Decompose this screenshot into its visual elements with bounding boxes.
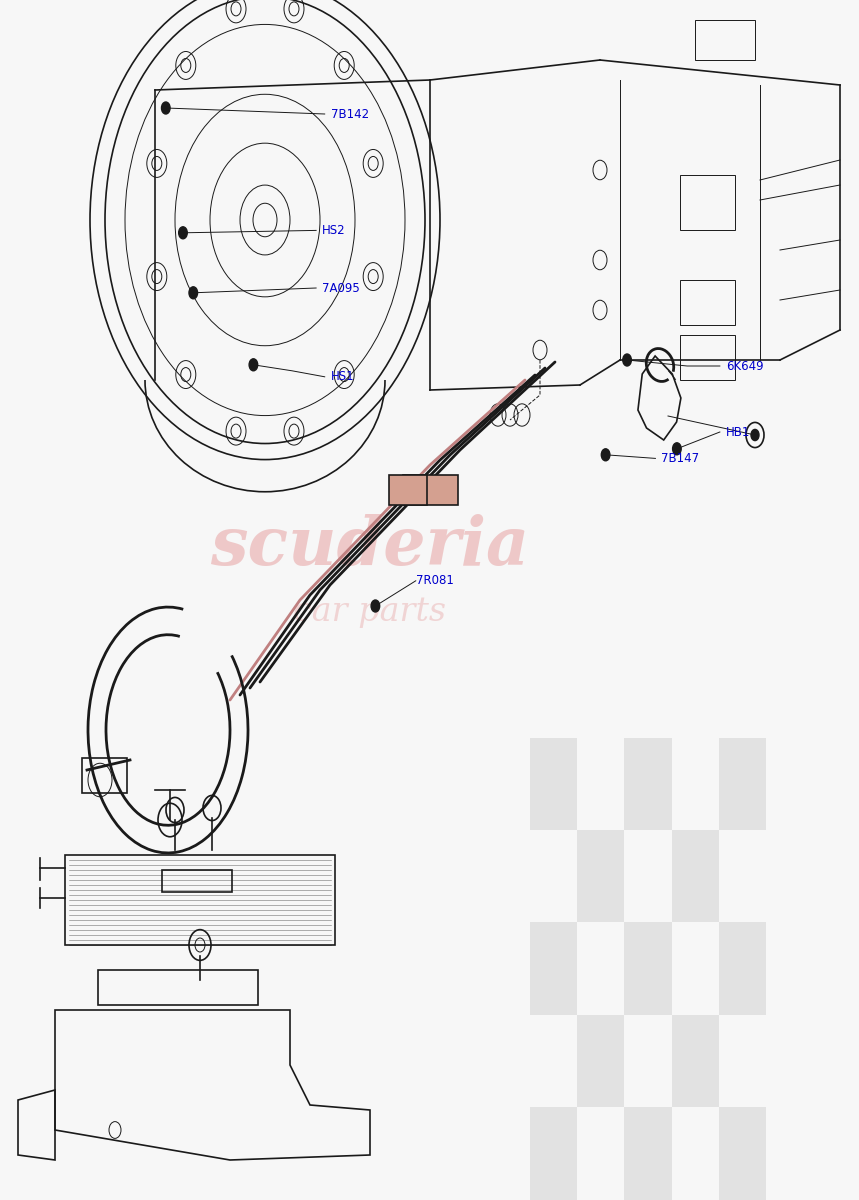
Text: HS1: HS1	[331, 371, 355, 383]
Bar	[162, 870, 232, 892]
Bar	[695, 20, 755, 60]
Circle shape	[673, 443, 681, 455]
Bar	[719, 1108, 766, 1200]
Text: HB1: HB1	[726, 426, 750, 438]
Bar	[624, 923, 672, 1015]
Text: 7B142: 7B142	[331, 108, 369, 120]
Text: 7B147: 7B147	[661, 452, 699, 464]
Bar	[680, 175, 735, 230]
Circle shape	[371, 600, 380, 612]
Circle shape	[601, 449, 610, 461]
Bar	[719, 738, 766, 830]
Bar	[624, 1108, 672, 1200]
Bar	[98, 970, 258, 1006]
Bar	[680, 335, 735, 380]
Bar	[672, 830, 719, 923]
Bar	[624, 738, 672, 830]
Circle shape	[249, 359, 258, 371]
Bar	[672, 1015, 719, 1108]
Bar	[577, 830, 624, 923]
Text: scuderia: scuderia	[210, 514, 529, 578]
Bar	[530, 738, 577, 830]
Text: 6K649: 6K649	[726, 360, 764, 372]
Circle shape	[623, 354, 631, 366]
Circle shape	[751, 430, 759, 440]
Bar	[577, 1015, 624, 1108]
Bar	[65, 854, 335, 946]
Bar	[530, 1108, 577, 1200]
Bar	[680, 280, 735, 325]
Circle shape	[179, 227, 187, 239]
Circle shape	[189, 287, 198, 299]
Circle shape	[161, 102, 170, 114]
Text: HS2: HS2	[322, 224, 346, 236]
Bar	[719, 923, 766, 1015]
Bar	[82, 758, 127, 793]
Bar	[403, 475, 458, 505]
Bar	[530, 923, 577, 1015]
Bar	[389, 475, 427, 505]
Text: car parts: car parts	[293, 596, 446, 628]
Text: 7A095: 7A095	[322, 282, 360, 294]
Text: 7R081: 7R081	[416, 575, 454, 587]
